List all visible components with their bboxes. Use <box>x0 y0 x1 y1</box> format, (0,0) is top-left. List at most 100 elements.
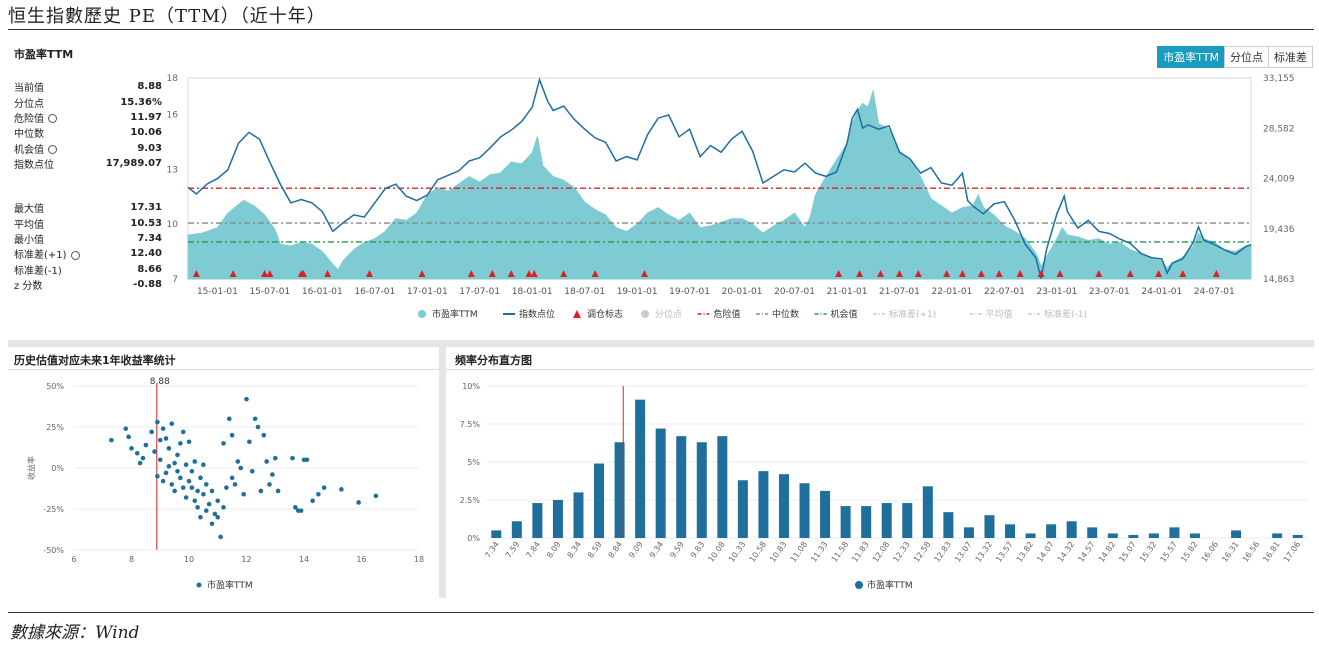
stat-label: 危险值 <box>14 113 44 125</box>
histogram-bar <box>881 503 892 538</box>
legend-dot-icon <box>641 310 649 318</box>
histogram-chart: 10% 7.5% 5% 2.5% 0%7.34 7.59 7.84 8.09 8.34 8.59 8… <box>460 382 1308 591</box>
scatter-point <box>215 514 221 520</box>
y-axis-label: 收益率 <box>26 456 36 480</box>
pe-ttm-area <box>187 90 1252 280</box>
scatter-point <box>192 498 198 504</box>
panel-header-line <box>446 369 1314 370</box>
scatter-point <box>152 449 157 454</box>
x-tick-label: 16.06 <box>1200 540 1221 564</box>
x-tick-label: 20-07-01 <box>774 287 815 297</box>
settings-icon[interactable] <box>48 114 57 124</box>
rebalance-marker <box>192 270 200 277</box>
x-tick-label: 22-01-01 <box>932 287 973 297</box>
legend-label: 标准差(+1) <box>889 308 936 320</box>
scatter-point <box>321 485 327 490</box>
histogram-bar <box>532 503 543 538</box>
x-tick-label: 18-07-01 <box>564 287 605 297</box>
x-tick-label: 14.32 <box>1056 540 1077 564</box>
histogram-bar <box>594 463 605 538</box>
rebalance-marker <box>266 270 274 277</box>
scatter-point <box>221 441 226 446</box>
stat-mean: 平均值 10.53 <box>14 215 162 231</box>
stat-value: 10.53 <box>130 217 162 229</box>
x-tick-label: 16-01-01 <box>302 287 343 297</box>
scatter-chart: 50% 25% 0% -25% -50% 6 8 10 12 14 16 18 收益率 8.88 市盈率TT… <box>26 377 424 591</box>
rebalance-marker <box>835 270 843 277</box>
scatter-point <box>226 416 232 422</box>
scatter-point <box>155 419 160 425</box>
settings-icon[interactable] <box>70 250 80 260</box>
legend-label: 标准差(-1) <box>1044 308 1087 320</box>
stat-value: 11.97 <box>130 111 162 123</box>
x-tick-label: 9.83 <box>689 540 707 560</box>
histogram-bar <box>861 506 872 538</box>
scatter-point <box>149 429 154 435</box>
histogram-bar <box>511 521 522 538</box>
rebalance-marker <box>977 270 985 277</box>
scatter-chart-title: 历史估值对应未来1年收益率统计 <box>14 354 176 367</box>
x-tick-label: 8.59 <box>586 540 604 560</box>
histogram-bar <box>635 399 646 538</box>
source-note: 數據來源：Wind <box>10 623 140 643</box>
scatter-point <box>189 468 195 474</box>
x-tick-label: 6 <box>71 555 76 564</box>
scatter-point <box>304 457 310 463</box>
x-tick-label: 15-01-01 <box>197 287 238 297</box>
scatter-point <box>339 487 344 492</box>
rebalance-marker <box>591 270 599 277</box>
scatter-point <box>212 511 218 517</box>
legend-dot-icon <box>418 310 426 318</box>
legend-label: 中位数 <box>772 308 799 320</box>
view-button-percentile[interactable]: 分位点 <box>1224 46 1269 68</box>
x-tick-label: 24-01-01 <box>1141 287 1182 297</box>
stat-label: 分位点 <box>14 98 44 110</box>
x-tick-label: 19-01-01 <box>617 287 658 297</box>
page-title: 恒生指數歷史 PE（TTM）（近十年） <box>8 6 326 27</box>
stat-value: 17.31 <box>130 202 162 214</box>
histogram-bar <box>1066 521 1077 538</box>
x-tick-label: 14.82 <box>1097 540 1118 564</box>
scatter-point <box>180 429 186 435</box>
rebalance-marker <box>1016 270 1024 277</box>
stat-max: 最大值 17.31 <box>14 200 162 215</box>
rebalance-marker <box>1056 270 1064 277</box>
settings-icon[interactable] <box>48 145 57 155</box>
scatter-point <box>198 514 203 520</box>
scatter-point <box>261 432 267 438</box>
histogram-bar <box>1272 533 1283 538</box>
scatter-point <box>180 485 186 490</box>
x-tick-label: 17.06 <box>1282 540 1303 564</box>
main-pe-chart: 7 10 13 16 18 14,863 19,436 24,009 28,582 33,155 1… <box>167 74 1295 320</box>
x-tick-label: 16.81 <box>1261 540 1282 564</box>
stat-value: 8.66 <box>137 263 162 275</box>
histogram-bar <box>491 530 502 538</box>
x-tick-label: 14.57 <box>1076 540 1097 564</box>
rebalance-marker <box>324 270 332 277</box>
scatter-point <box>163 436 169 441</box>
histogram-bar <box>1148 533 1159 538</box>
stat-label: 指数点位 <box>14 160 54 172</box>
scatter-point <box>201 462 206 468</box>
x-tick-label: 21-07-01 <box>879 287 920 297</box>
stat-label: 平均值 <box>14 219 44 231</box>
view-button-stddev[interactable]: 标准差 <box>1268 46 1313 68</box>
x-tick-label: 19-07-01 <box>669 287 710 297</box>
histogram-bar <box>943 512 954 538</box>
histogram-bar <box>778 474 789 538</box>
scatter-point <box>157 457 163 463</box>
index-level-line <box>187 77 1252 279</box>
rebalance-marker <box>1179 270 1187 277</box>
histogram-bar <box>676 436 687 538</box>
x-tick-label: 15.82 <box>1179 540 1200 564</box>
scatter-point <box>134 450 140 456</box>
stats-top-panel: 当前值 8.88 分位点 15.36% 危险值 11.97 中位数 10.06 机会值 9… <box>14 79 162 171</box>
scatter-point <box>137 460 143 466</box>
scatter-point <box>373 493 379 499</box>
scatter-point <box>247 439 252 445</box>
stat-std-plus: 标准差(+1) 12.40 <box>14 246 162 261</box>
x-tick-label: 17-01-01 <box>407 287 448 297</box>
histogram-bar <box>1005 524 1016 538</box>
view-button-pe[interactable]: 市盈率TTM <box>1157 46 1225 68</box>
x-tick-label: 10.83 <box>768 540 789 564</box>
